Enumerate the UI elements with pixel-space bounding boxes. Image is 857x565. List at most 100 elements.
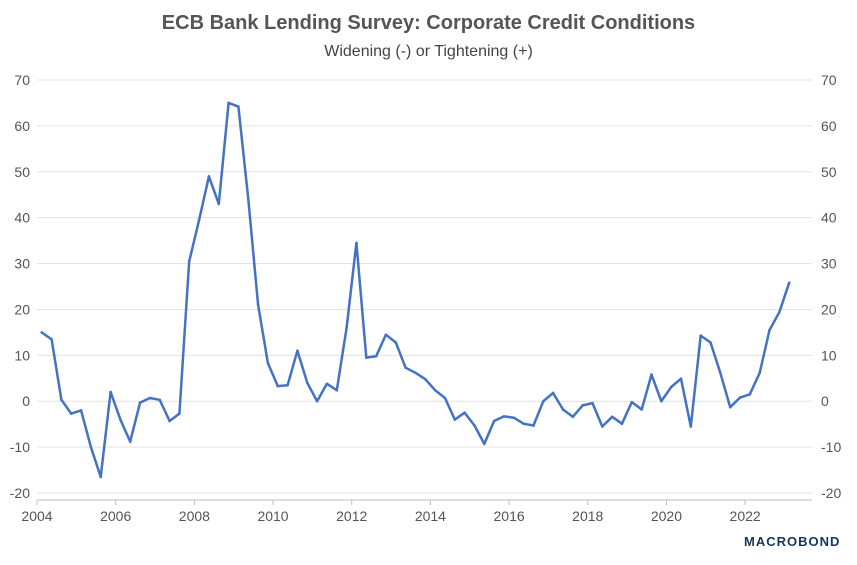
data-point	[384, 333, 388, 336]
data-point	[305, 381, 309, 385]
data-point	[315, 399, 319, 403]
data-point	[601, 425, 604, 428]
macrobond-logo: MACROBOND	[744, 534, 841, 549]
data-point	[168, 419, 171, 423]
data-point	[286, 383, 289, 387]
data-point	[482, 442, 486, 446]
data-point	[99, 475, 103, 479]
data-point	[178, 412, 181, 415]
data-point	[748, 393, 752, 396]
data-point	[423, 377, 427, 381]
data-point	[414, 371, 417, 375]
data-point	[246, 198, 250, 201]
data-point	[512, 416, 516, 420]
data-point	[60, 398, 63, 402]
data-point	[89, 445, 93, 449]
data-point	[138, 401, 142, 404]
data-point	[492, 419, 496, 423]
chart-subtitle: Widening (-) or Tightening (+)	[324, 43, 533, 60]
y-tick-label-right: -20	[821, 485, 841, 501]
y-tick-label-left: 30	[14, 256, 30, 272]
chart-title: ECB Bank Lending Survey: Corporate Credi…	[161, 12, 696, 34]
data-point	[502, 415, 506, 418]
data-point	[207, 175, 211, 178]
data-point	[266, 361, 270, 365]
data-point	[542, 399, 545, 403]
data-point	[227, 101, 230, 105]
x-tick-label: 2012	[336, 508, 367, 524]
x-tick-label: 2014	[415, 508, 446, 524]
data-point	[699, 334, 702, 337]
data-point	[709, 341, 712, 344]
data-point	[128, 440, 132, 443]
y-tick-label-left: -10	[10, 439, 30, 455]
data-point	[256, 303, 260, 307]
data-point	[345, 326, 348, 330]
data-point	[532, 424, 535, 427]
data-point	[325, 382, 329, 386]
data-point	[679, 377, 683, 381]
x-tick-label: 2016	[494, 508, 525, 524]
x-tick-label: 2008	[179, 508, 210, 524]
data-point	[778, 310, 781, 314]
data-point	[187, 259, 191, 263]
data-point	[630, 400, 634, 404]
data-point	[561, 408, 565, 411]
data-point	[728, 405, 732, 409]
data-point	[610, 415, 614, 419]
y-tick-label-right: 30	[821, 256, 837, 272]
y-tick-label-right: 40	[821, 210, 837, 226]
data-point	[148, 396, 152, 400]
data-point	[335, 388, 339, 392]
y-tick-label-left: 20	[14, 301, 30, 317]
data-point	[364, 356, 368, 359]
x-tick-label: 2006	[100, 508, 131, 524]
y-tick-label-left: 50	[14, 164, 30, 180]
data-point	[768, 328, 771, 332]
data-point	[404, 366, 407, 370]
data-point	[355, 241, 358, 245]
data-point	[374, 354, 378, 358]
data-point	[217, 202, 221, 206]
data-point	[109, 390, 112, 394]
y-tick-label-right: 50	[821, 164, 837, 180]
data-point	[581, 404, 584, 407]
y-tick-label-left: 70	[14, 72, 30, 88]
series-layer	[40, 101, 791, 479]
data-point	[197, 218, 201, 222]
data-point	[660, 399, 663, 403]
data-point	[522, 422, 525, 426]
data-point	[463, 411, 466, 414]
data-point	[276, 384, 280, 388]
data-point	[689, 425, 693, 428]
data-point	[40, 331, 44, 334]
data-point	[79, 409, 83, 412]
data-point	[738, 396, 742, 399]
data-point	[719, 371, 722, 375]
y-tick-label-right: 70	[821, 72, 837, 88]
y-tick-label-left: 10	[14, 347, 30, 363]
y-tick-label-right: 20	[821, 301, 837, 317]
data-point	[758, 371, 761, 375]
y-tick-label-right: -10	[821, 439, 841, 455]
data-point	[571, 415, 575, 419]
data-point	[620, 422, 624, 426]
data-point	[158, 398, 162, 402]
data-point	[296, 349, 299, 353]
data-point	[394, 341, 398, 344]
data-point	[237, 105, 240, 108]
y-tick-label-left: 40	[14, 210, 30, 226]
x-tick-label: 2022	[730, 508, 761, 524]
x-tick-label: 2004	[21, 508, 52, 524]
data-point	[453, 418, 457, 421]
y-tick-label-right: 0	[821, 393, 829, 409]
y-tick-label-left: -20	[10, 485, 30, 501]
y-tick-label-left: 0	[22, 393, 30, 409]
data-point	[443, 396, 447, 400]
data-point	[640, 408, 643, 411]
x-tick-label: 2010	[257, 508, 288, 524]
data-point	[669, 385, 673, 389]
y-tick-label-right: 60	[821, 118, 837, 134]
